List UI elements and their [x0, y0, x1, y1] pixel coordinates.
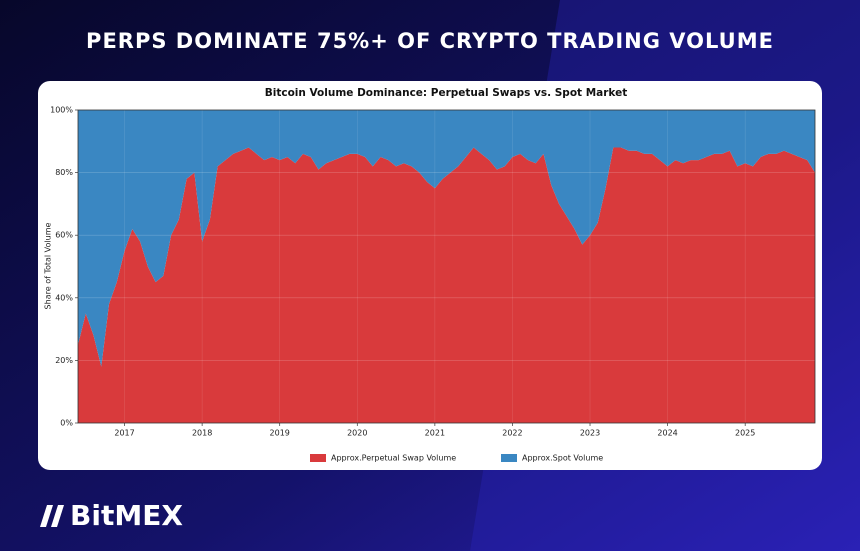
- y-axis-label: Share of Total Volume: [44, 222, 53, 309]
- y-tick-label: 0%: [60, 419, 73, 428]
- legend-label: Approx.Perpetual Swap Volume: [331, 454, 456, 463]
- area: [78, 110, 815, 367]
- plot: 0% 20% 40% 60% 80% 100% 2017 2018 2019 2020 2021 20…: [50, 106, 816, 463]
- y-tick-label: 20%: [55, 356, 73, 365]
- x-tick-label: 2023: [580, 429, 600, 438]
- x-tick-label: 2020: [347, 429, 367, 438]
- y-tick-label: 60%: [55, 231, 73, 240]
- y-tick-label: 40%: [55, 293, 73, 302]
- x-tick-label: 2018: [192, 429, 212, 438]
- plot-frame: [77, 109, 816, 424]
- y-tick-label: 100%: [50, 106, 73, 115]
- x-tick-label: 2017: [114, 429, 134, 438]
- page-title: PERPS DOMINATE 75%+ OF CRYPTO TRADING VO…: [86, 29, 774, 53]
- x-tick-label: 2019: [270, 429, 290, 438]
- x-tick-label: 2024: [657, 429, 677, 438]
- legend-label: Approx.Spot Volume: [522, 454, 603, 463]
- logo-mark: [51, 505, 64, 527]
- area: [78, 147, 815, 423]
- y-tick-label: 80%: [55, 168, 73, 177]
- x-tick-label: 2025: [735, 429, 755, 438]
- logo-mark: [40, 505, 53, 527]
- x-tick-label: 2022: [502, 429, 522, 438]
- logo: BitMEX: [40, 499, 183, 532]
- brand: BitMEX: [70, 499, 183, 532]
- legend-swatch: [501, 454, 517, 462]
- chart-title: Bitcoin Volume Dominance: Perpetual Swap…: [265, 87, 628, 99]
- legend-swatch: [310, 454, 326, 462]
- x-tick-label: 2021: [425, 429, 445, 438]
